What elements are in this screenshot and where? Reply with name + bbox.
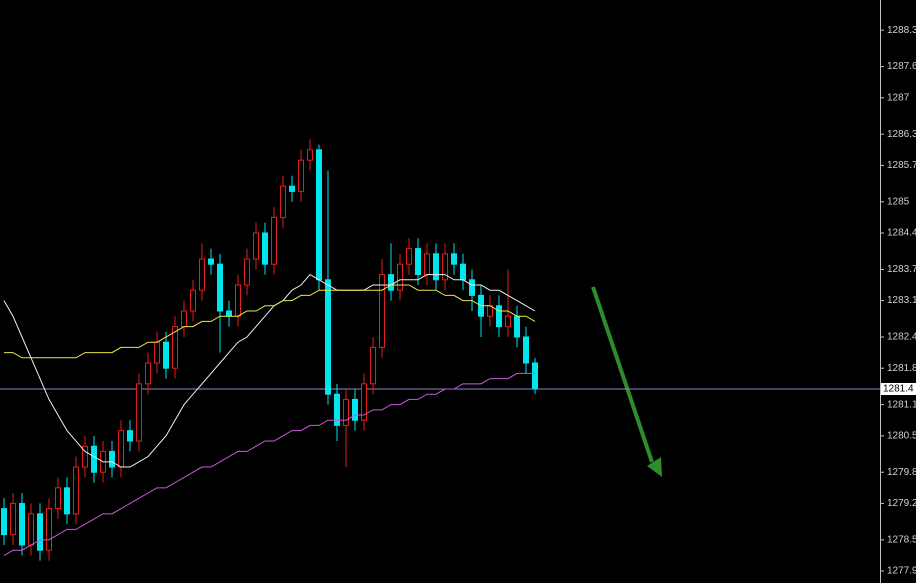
y-tick-label: 1283.1: [887, 295, 916, 306]
candle-body: [172, 326, 178, 369]
y-tick-label: 1284.4: [887, 228, 916, 239]
y-tick-label: 1286.3: [887, 129, 916, 140]
candle-body: [424, 253, 430, 276]
arrow-shaft: [591, 286, 654, 463]
y-tick-label: 1281.1: [887, 399, 916, 410]
moving-average: [3, 372, 535, 556]
candle-body: [145, 362, 151, 385]
candle-body: [361, 383, 367, 421]
y-tick-label: 1285.7: [887, 160, 916, 171]
y-tick-label: 1279.8: [887, 467, 916, 478]
y-tick-label: 1288.3: [887, 25, 916, 36]
candle-body: [307, 149, 313, 161]
candle-body: [28, 513, 34, 546]
candle-body: [181, 310, 187, 328]
candle-body: [217, 263, 223, 312]
candle-body: [334, 393, 340, 426]
candle-body: [451, 253, 457, 265]
last-price-box: [881, 383, 916, 396]
candle-body: [397, 263, 403, 291]
candle-body: [532, 362, 538, 390]
candle-body: [253, 232, 259, 260]
candle-body: [91, 445, 97, 473]
candle-body: [523, 336, 529, 364]
candle-body: [298, 159, 304, 192]
candle-body: [109, 450, 115, 468]
candle-body: [163, 341, 169, 369]
y-tick-label: 1287.6: [887, 61, 916, 72]
y-tick-label: 1283.7: [887, 264, 916, 275]
candle-body: [460, 263, 466, 281]
y-tick-label: 1287: [887, 92, 910, 103]
candle-body: [190, 289, 196, 312]
candle-body: [415, 248, 421, 276]
candle-body: [235, 284, 241, 317]
candle-body: [55, 487, 61, 510]
moving-average: [3, 273, 536, 468]
y-tick-label: 1277.9: [887, 566, 916, 577]
candle-body: [199, 258, 205, 291]
candle-body: [514, 315, 520, 338]
candle-body: [127, 430, 133, 442]
candle-body: [271, 216, 277, 265]
candle-body: [19, 502, 25, 546]
candle-body: [208, 258, 214, 265]
y-tick-label: 1280.5: [887, 430, 916, 441]
candle-body: [316, 149, 322, 281]
arrow-head: [647, 457, 662, 477]
candle-body: [46, 508, 52, 551]
candle-body: [136, 383, 142, 442]
candle-body: [118, 430, 124, 468]
candle-body: [496, 305, 502, 328]
candle-body: [343, 398, 349, 426]
candle-body: [64, 487, 70, 515]
candle-body: [226, 310, 232, 317]
candle-body: [82, 445, 88, 468]
y-tick-label: 1285: [887, 196, 910, 207]
candle-body: [442, 253, 448, 281]
candle-body: [379, 274, 385, 348]
moving-average: [4, 284, 536, 359]
candle-body: [388, 274, 394, 291]
candle-body: [352, 398, 358, 421]
y-tick-label: 1279.2: [887, 498, 916, 509]
candle-body: [154, 341, 160, 364]
candle-body: [370, 346, 376, 385]
candle-body: [289, 185, 295, 192]
candle-body: [505, 315, 511, 328]
y-tick-label: 1282.4: [887, 332, 916, 343]
y-tick-label: 1281.8: [887, 363, 916, 374]
candle-body: [73, 466, 79, 515]
candle-body: [280, 185, 286, 218]
trend-arrow: [591, 286, 662, 477]
candle-body: [10, 502, 16, 536]
candle-body: [262, 232, 268, 265]
candle-body: [406, 248, 412, 265]
candle-body: [469, 279, 475, 296]
candle-body: [433, 253, 439, 281]
candle-body: [1, 508, 7, 536]
y-tick-label: 1278.5: [887, 534, 916, 545]
candle-body: [37, 513, 43, 551]
last-price-label: 1281.4: [883, 384, 914, 395]
candle-body: [325, 279, 331, 395]
candle-body: [244, 258, 250, 286]
